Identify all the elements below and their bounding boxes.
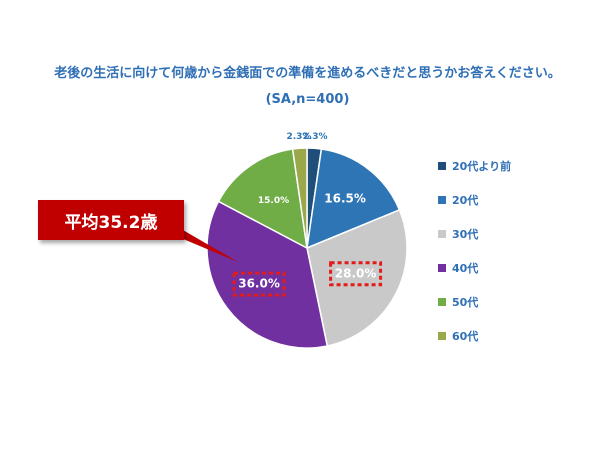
legend-item-3: 30代: [438, 228, 511, 241]
average-age-callout: 平均35.2歳: [38, 200, 184, 240]
data-label-1: 2.3%: [303, 132, 328, 142]
legend-label: 50代: [452, 296, 479, 309]
highlight-box-4: [232, 271, 286, 297]
legend-swatch: [438, 332, 446, 340]
data-label-6: 2.3%: [286, 132, 311, 142]
legend-label: 40代: [452, 262, 479, 275]
legend-label: 60代: [452, 330, 479, 343]
legend-item-5: 50代: [438, 296, 511, 309]
callout-pointer: [176, 226, 238, 262]
data-label-2: 16.5%: [324, 192, 366, 206]
pie-slice-5: [217, 148, 308, 250]
pie-slice-3: [306, 208, 408, 347]
data-label-3: 28.0%: [335, 266, 377, 280]
pie-slice-6: [291, 147, 308, 249]
legend-label: 20代より前: [452, 160, 512, 173]
highlight-box-3: [329, 261, 383, 287]
legend-item-2: 20代: [438, 194, 511, 207]
chart-title: 老後の生活に向けて何歳から金銭面での準備を進めるべきだと思うかお答えください。: [54, 66, 561, 81]
pie-slice-2: [306, 148, 401, 250]
legend-swatch: [438, 298, 446, 306]
legend-label: 20代: [452, 194, 479, 207]
data-label-5: 15.0%: [258, 196, 289, 206]
legend-label: 30代: [452, 228, 479, 241]
legend-swatch: [438, 230, 446, 238]
legend-item-6: 60代: [438, 330, 511, 343]
legend: 20代より前 20代 30代 40代 50代 60代: [438, 160, 511, 364]
chart-subtitle: (SA,n=400): [265, 92, 350, 107]
legend-swatch: [438, 196, 446, 204]
pie-slice-4: [206, 200, 329, 349]
legend-swatch: [438, 162, 446, 170]
data-label-4: 36.0%: [238, 277, 280, 291]
legend-item-1: 20代より前: [438, 160, 512, 173]
legend-item-4: 40代: [438, 262, 511, 275]
legend-swatch: [438, 264, 446, 272]
